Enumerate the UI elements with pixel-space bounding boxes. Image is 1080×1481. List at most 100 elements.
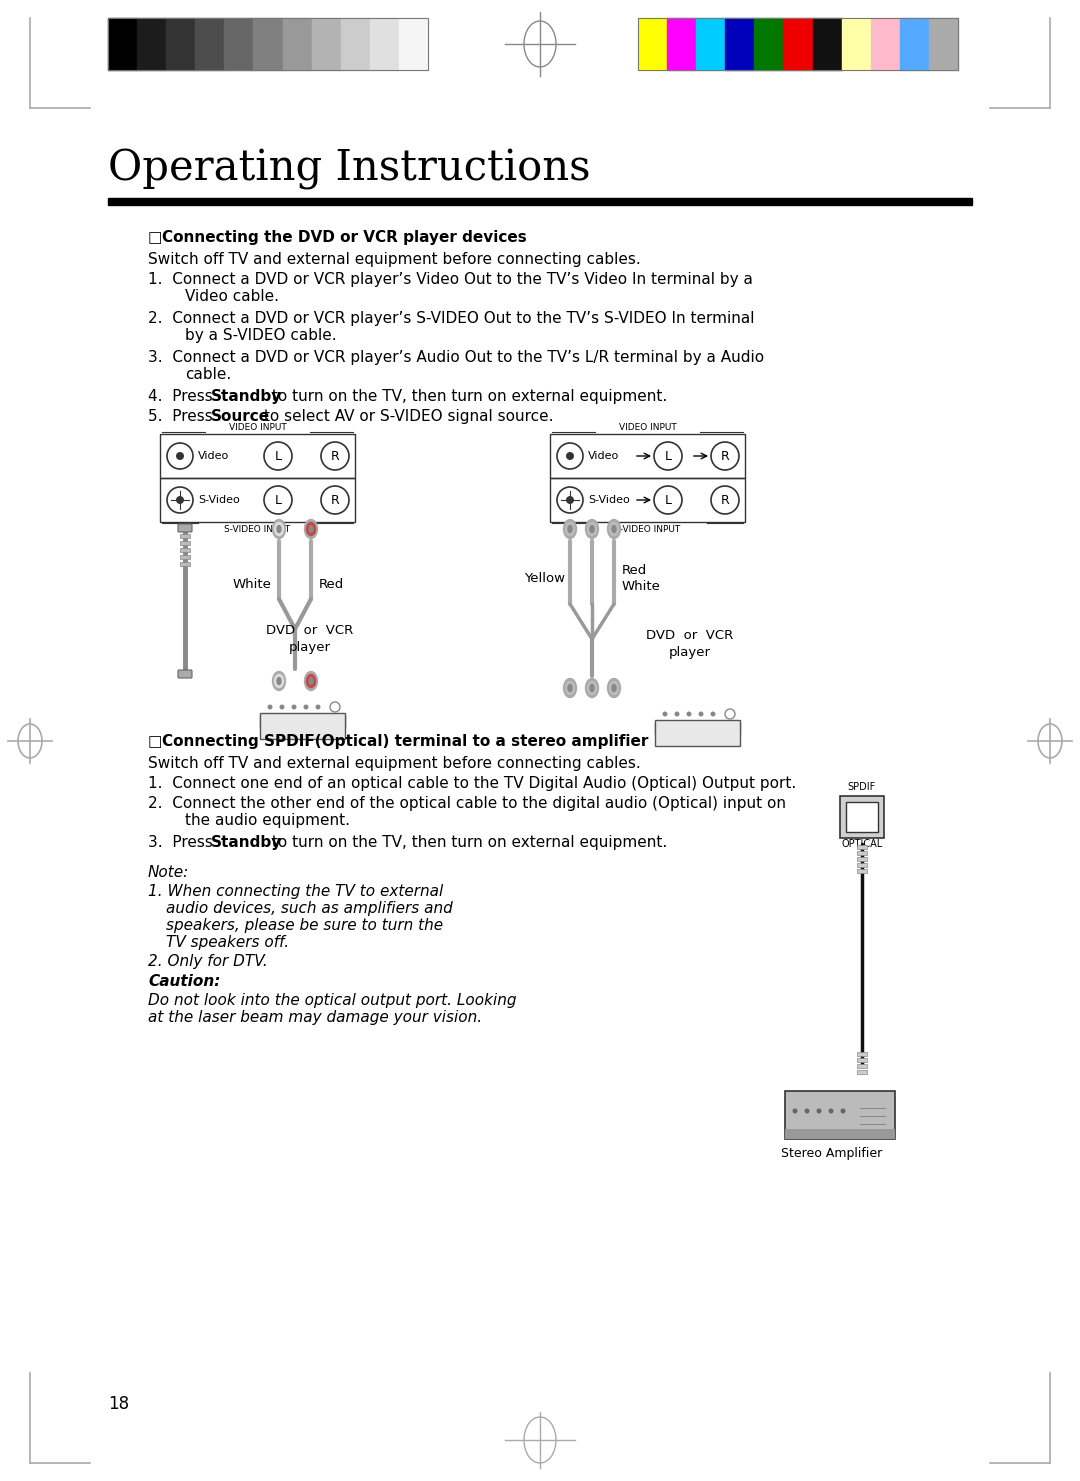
Bar [180, 535, 190, 538]
Text: Standby: Standby [211, 390, 282, 404]
Circle shape [699, 711, 703, 717]
Ellipse shape [566, 681, 575, 695]
Text: R: R [330, 493, 339, 507]
Text: Standby: Standby [211, 835, 282, 850]
Text: to turn on the TV, then turn on external equipment.: to turn on the TV, then turn on external… [267, 835, 667, 850]
Bar [550, 434, 745, 478]
Bar [260, 712, 345, 739]
Text: S-Video: S-Video [588, 495, 630, 505]
Ellipse shape [609, 523, 619, 536]
Bar [195, 18, 225, 70]
Text: to turn on the TV, then turn on external equipment.: to turn on the TV, then turn on external… [267, 390, 667, 404]
Circle shape [566, 496, 573, 504]
Bar [654, 720, 740, 746]
Circle shape [687, 711, 691, 717]
Ellipse shape [585, 520, 598, 539]
Bar [369, 18, 399, 70]
Text: Connecting the DVD or VCR player devices: Connecting the DVD or VCR player devices [162, 230, 527, 244]
Text: L: L [274, 493, 282, 507]
Ellipse shape [588, 523, 596, 536]
Text: 1.  Connect one end of an optical cable to the TV Digital Audio (Optical) Output: 1. Connect one end of an optical cable t… [148, 776, 796, 791]
Bar [108, 198, 972, 204]
Bar [858, 1052, 867, 1056]
Text: R: R [720, 493, 729, 507]
Text: White: White [232, 578, 271, 591]
Text: S-Video: S-Video [198, 495, 240, 505]
Bar [900, 18, 929, 70]
Bar [166, 18, 195, 70]
Text: audio devices, such as amplifiers and: audio devices, such as amplifiers and [166, 900, 453, 917]
Bar [160, 434, 355, 478]
Bar [929, 18, 958, 70]
Bar [108, 18, 137, 70]
Bar [180, 561, 190, 566]
Text: speakers, please be sure to turn the: speakers, please be sure to turn the [166, 918, 443, 933]
Text: Red: Red [622, 564, 647, 578]
Text: Video cable.: Video cable. [185, 289, 279, 304]
Text: 1. When connecting the TV to external: 1. When connecting the TV to external [148, 884, 443, 899]
Bar [399, 18, 428, 70]
Ellipse shape [274, 674, 283, 687]
Bar [840, 795, 885, 838]
Text: player: player [289, 641, 330, 655]
Text: VIDEO INPUT: VIDEO INPUT [619, 424, 676, 432]
Text: Video: Video [588, 452, 619, 461]
Text: 1.  Connect a DVD or VCR player’s Video Out to the TV’s Video In terminal by a: 1. Connect a DVD or VCR player’s Video O… [148, 273, 753, 287]
Ellipse shape [590, 684, 594, 692]
Text: Do not look into the optical output port. Looking: Do not look into the optical output port… [148, 992, 516, 1009]
Text: 2.  Connect a DVD or VCR player’s S-VIDEO Out to the TV’s S-VIDEO In terminal: 2. Connect a DVD or VCR player’s S-VIDEO… [148, 311, 755, 326]
Text: to select AV or S-VIDEO signal source.: to select AV or S-VIDEO signal source. [259, 409, 554, 424]
Bar [260, 715, 345, 727]
Bar [254, 18, 283, 70]
Text: OPTICAL: OPTICAL [841, 840, 882, 849]
Ellipse shape [609, 681, 619, 695]
Bar [283, 18, 312, 70]
Text: at the laser beam may damage your vision.: at the laser beam may damage your vision… [148, 1010, 482, 1025]
Bar [783, 18, 812, 70]
Ellipse shape [564, 678, 577, 698]
Bar [858, 852, 867, 855]
Bar [858, 846, 867, 849]
Ellipse shape [272, 520, 285, 539]
Text: S-VIDEO INPUT: S-VIDEO INPUT [615, 524, 680, 535]
Bar [858, 857, 867, 860]
Ellipse shape [585, 678, 598, 698]
Text: Yellow: Yellow [524, 573, 565, 585]
Bar [870, 18, 900, 70]
Bar [654, 723, 740, 735]
Text: Connecting SPDIF(Optical) terminal to a stereo amplifier: Connecting SPDIF(Optical) terminal to a … [162, 735, 648, 749]
Circle shape [816, 1108, 822, 1114]
Text: DVD  or  VCR: DVD or VCR [646, 629, 733, 641]
Bar [858, 1057, 867, 1062]
Ellipse shape [568, 526, 572, 533]
Bar [108, 18, 428, 70]
Ellipse shape [564, 520, 577, 539]
Ellipse shape [588, 681, 596, 695]
Bar [785, 1091, 895, 1139]
Bar [697, 18, 726, 70]
Text: R: R [330, 450, 339, 462]
FancyBboxPatch shape [178, 524, 192, 532]
Circle shape [793, 1108, 797, 1114]
Text: Operating Instructions: Operating Instructions [108, 148, 591, 190]
Text: by a S-VIDEO cable.: by a S-VIDEO cable. [185, 327, 337, 344]
Bar [638, 18, 958, 70]
Circle shape [292, 705, 297, 709]
Circle shape [176, 496, 184, 504]
Text: S-VIDEO INPUT: S-VIDEO INPUT [225, 524, 291, 535]
Bar [340, 18, 369, 70]
Text: L: L [274, 450, 282, 462]
Text: Switch off TV and external equipment before connecting cables.: Switch off TV and external equipment bef… [148, 755, 640, 772]
Text: Source: Source [211, 409, 270, 424]
Circle shape [828, 1108, 834, 1114]
Ellipse shape [590, 526, 594, 533]
Circle shape [840, 1108, 846, 1114]
Bar [667, 18, 697, 70]
Text: DVD  or  VCR: DVD or VCR [267, 624, 353, 637]
Text: cable.: cable. [185, 367, 231, 382]
Text: VIDEO INPUT: VIDEO INPUT [229, 424, 286, 432]
Text: 2. Only for DTV.: 2. Only for DTV. [148, 954, 268, 969]
Ellipse shape [566, 523, 575, 536]
Bar [785, 1129, 895, 1139]
Circle shape [711, 711, 715, 717]
